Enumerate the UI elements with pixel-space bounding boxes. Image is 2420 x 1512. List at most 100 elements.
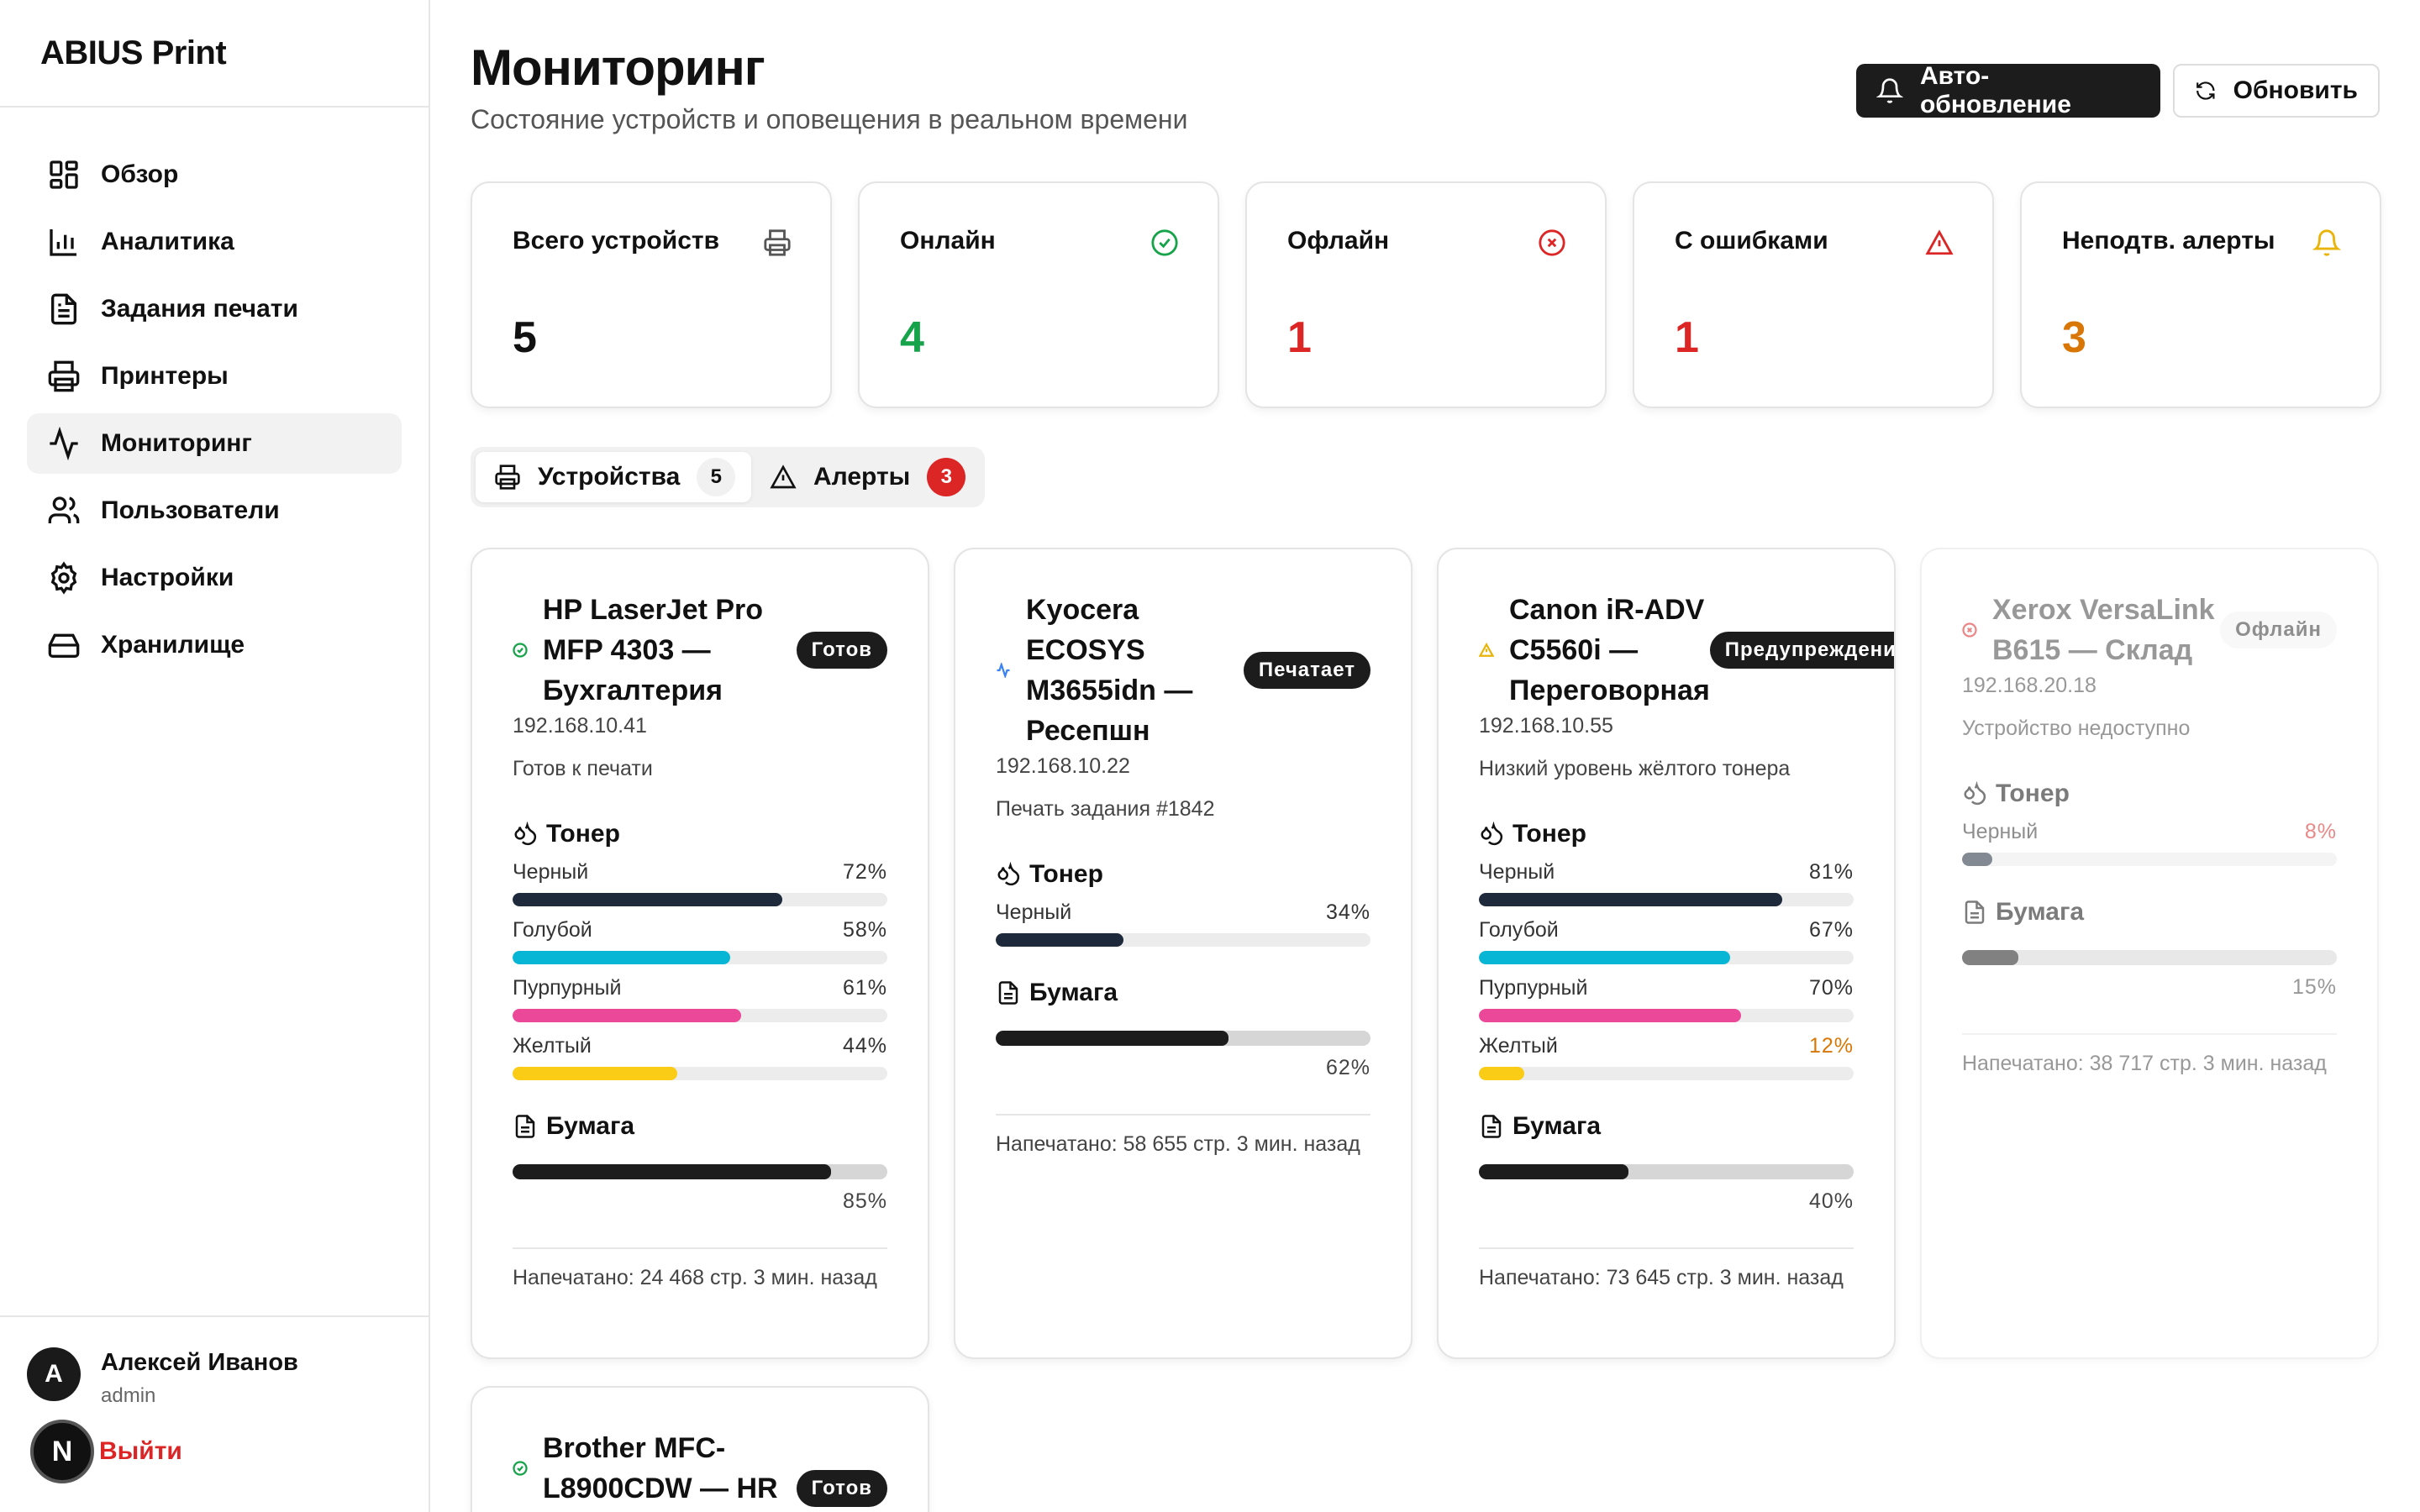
user-role: admin [101,1384,156,1407]
paper-section-title: Бумага [996,979,1370,1007]
sidebar-item-label: Принтеры [101,362,229,390]
toner-row: Пурпурный 70% [1479,976,1854,1022]
paper-label: Бумага [546,1112,635,1140]
toner-bar-fill [513,1009,742,1022]
device-footer: Напечатано: 58 655 стр. 3 мин. назад [996,1114,1370,1157]
storage-icon [48,633,80,658]
device-message: Готов к печати [513,757,653,780]
droplets-icon [997,862,1020,886]
sidebar-item-label: Пользователи [101,496,280,524]
refresh-label: Обновить [2233,76,2358,104]
stat-online: Онлайн 4 [858,181,1219,408]
stat-value: 4 [900,313,924,362]
device-card[interactable]: Brother MFC-L8900CDW — HR Готов [471,1386,929,1512]
tab-devices-label: Устройства [538,463,681,491]
paper-label: Бумага [1029,979,1118,1006]
page-subtitle: Состояние устройств и оповещения в реаль… [471,104,1188,134]
refresh-button[interactable]: Обновить [2173,64,2380,118]
toner-bar [513,951,887,964]
logout-row: N Выйти [30,1420,182,1483]
toner-row: Черный 72% [513,860,887,906]
logout-button[interactable]: Выйти [99,1437,182,1465]
sidebar-item-analytics[interactable]: Аналитика [27,212,402,272]
toner-bar [513,1009,887,1022]
refresh-icon [2196,81,2215,100]
document-icon [51,293,76,325]
sidebar-item-storage[interactable]: Хранилище [27,615,402,675]
stat-label: Всего устройств [513,227,720,255]
toner-bar [1479,1009,1854,1022]
paper-percent: 85% [842,1189,887,1213]
device-card[interactable]: Canon iR-ADV C5560i — Переговорная Преду… [1437,548,1896,1359]
toner-section-title: Тонер [1479,820,1854,848]
tab-alerts-label: Алерты [813,463,911,491]
framework-badge[interactable]: N [30,1420,94,1483]
toner-bar-fill [996,933,1123,947]
sidebar-item-monitoring[interactable]: Мониторинг [27,413,402,474]
droplets-icon [514,822,537,846]
avatar[interactable]: A [27,1347,81,1401]
toner-row: Пурпурный 61% [513,976,887,1022]
x-circle-icon [1962,622,1977,638]
sidebar-item-overview[interactable]: Обзор [27,144,402,205]
toner-row: Желтый 12% [1479,1034,1854,1080]
check-circle-icon [513,1461,528,1476]
paper-bar [1479,1164,1854,1179]
device-card[interactable]: HP LaserJet Pro MFP 4303 — Бухгалтерия Г… [471,548,929,1359]
status-badge: Готов [796,632,887,669]
printer-icon [495,465,520,490]
sidebar-item-print-jobs[interactable]: Задания печати [27,279,402,339]
sidebar-item-label: Мониторинг [101,429,252,457]
status-badge: Офлайн [2220,612,2337,648]
device-name: Xerox VersaLink B615 — Склад [1992,594,2215,666]
paper-label: Бумага [1512,1112,1602,1140]
stat-label: Неподтв. алерты [2062,227,2275,255]
check-circle-icon [513,643,528,658]
toner-name: Пурпурный [1479,976,1588,1000]
bell-icon [1876,78,1903,103]
paper-bar [513,1164,887,1179]
toner-percent: 12% [1808,1034,1854,1058]
main-content: Мониторинг Состояние устройств и оповеще… [430,0,2420,1512]
user-panel: A Алексей Иванов admin N Выйти [0,1315,429,1512]
toner-row: Голубой 67% [1479,918,1854,964]
toner-bar [1479,1067,1854,1080]
stat-label: Онлайн [900,227,996,255]
sidebar-item-users[interactable]: Пользователи [27,480,402,541]
tab-alerts[interactable]: Алерты 3 [751,452,978,502]
device-ip: 192.168.20.18 [1962,674,2096,697]
toner-percent: 67% [1808,918,1854,942]
stat-value: 5 [513,313,537,362]
sidebar-item-printers[interactable]: Принтеры [27,346,402,407]
device-card[interactable]: Xerox VersaLink B615 — Склад Офлайн 192.… [1920,548,2379,1359]
toner-percent: 70% [1808,976,1854,1000]
sidebar-item-label: Настройки [101,564,234,591]
page-title: Мониторинг [471,39,765,96]
auto-refresh-button[interactable]: Авто-обновление [1856,62,2160,118]
paper-section-title: Бумага [513,1112,887,1141]
sidebar-item-settings[interactable]: Настройки [27,548,402,608]
paper-bar-fill [513,1164,832,1179]
paper-bar [996,1031,1370,1046]
device-card[interactable]: Kyocera ECOSYS M3655idn — Ресепшн Печата… [954,548,1413,1359]
check-circle-icon [1151,229,1178,256]
device-name: Brother MFC-L8900CDW — HR [543,1432,778,1504]
toner-bar [1479,893,1854,906]
device-name: HP LaserJet Pro MFP 4303 — Бухгалтерия [543,594,764,706]
paper-percent: 15% [2291,975,2337,999]
gear-icon [50,561,77,595]
tab-devices[interactable]: Устройства 5 [476,452,751,502]
paper-section-title: Бумага [1962,898,2337,927]
toner-bar-fill [513,951,730,964]
paper-percent: 40% [1808,1189,1854,1213]
bar-chart-icon [50,229,76,256]
toner-bar-fill [1479,893,1783,906]
device-footer: Напечатано: 24 468 стр. 3 мин. назад [513,1247,887,1290]
toner-name: Черный [1962,820,2039,843]
status-badge: Предупреждение [1709,632,1894,669]
stat-label: Офлайн [1287,227,1390,255]
device-message: Устройство недоступно [1962,717,2191,740]
stat-value: 3 [2062,313,2086,362]
printer-icon [764,229,791,256]
toner-percent: 8% [2304,820,2337,843]
